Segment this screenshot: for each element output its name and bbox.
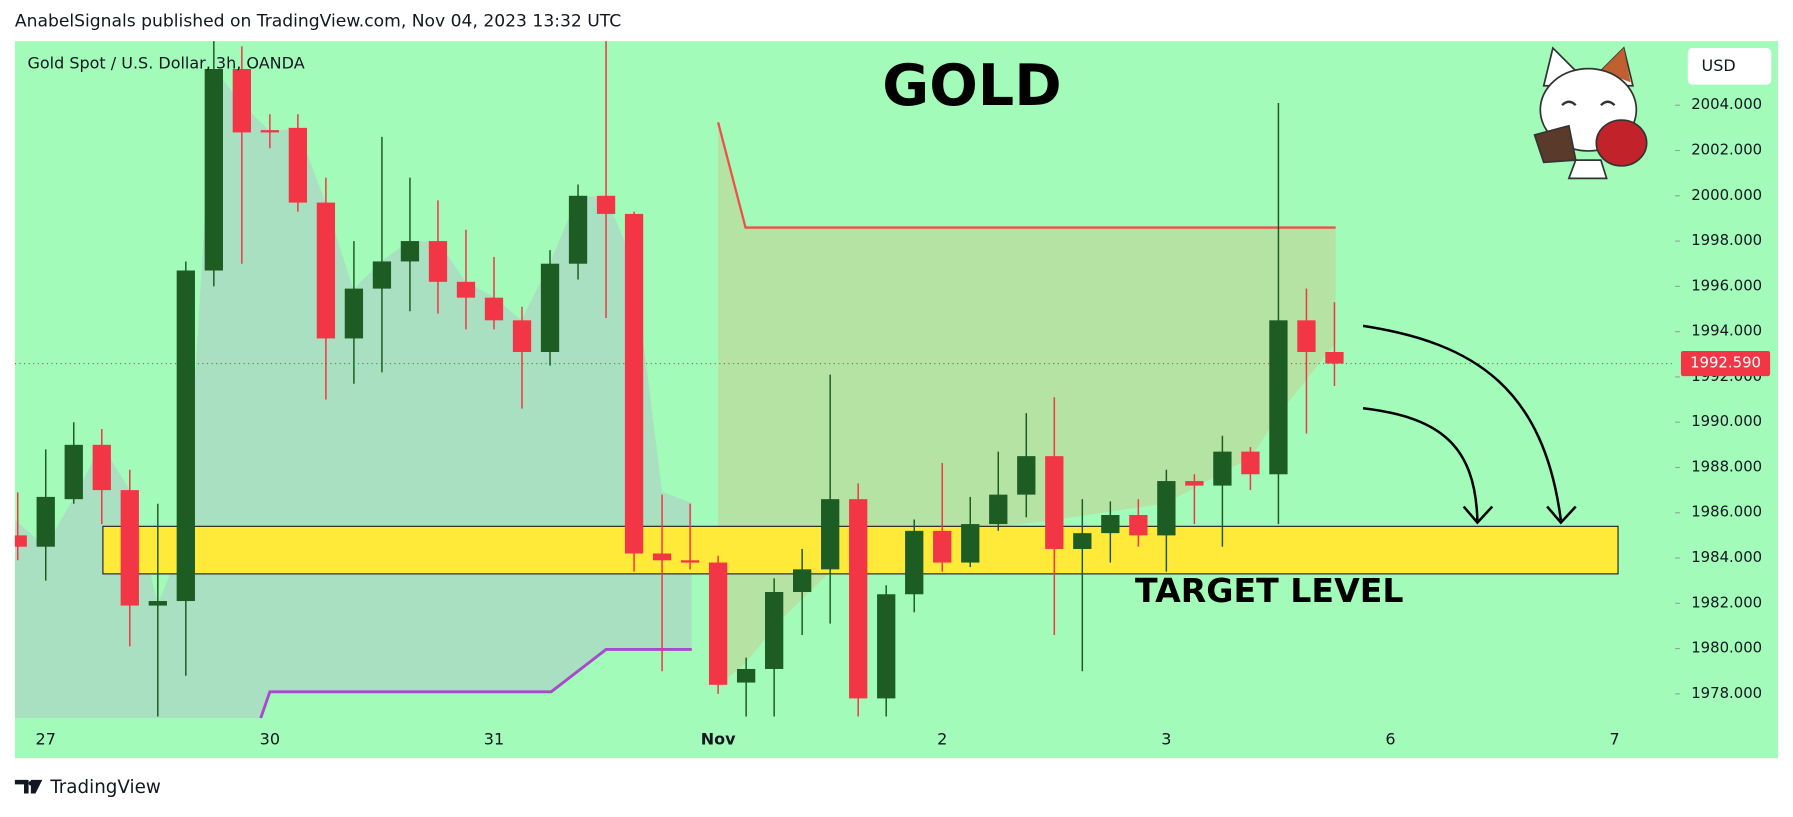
candle-body: [316, 202, 336, 339]
footer-brand: TradingView: [49, 777, 161, 798]
candle-body: [1297, 320, 1316, 353]
candle-body: [1073, 533, 1092, 549]
candle-body: [793, 569, 812, 592]
candle-body: [372, 261, 392, 289]
x-tick-label: 27: [36, 729, 56, 748]
arrow: [1362, 406, 1494, 525]
candle-body: [260, 130, 280, 133]
resistance-line: [717, 122, 1336, 229]
x-tick-label: 6: [1385, 729, 1395, 748]
candle-body: [961, 524, 980, 563]
x-tick-label: 31: [484, 729, 504, 748]
candle-body: [764, 591, 784, 669]
candle-body: [1129, 515, 1148, 536]
annotation: TARGET LEVEL: [1135, 571, 1403, 610]
x-tick-label: 2: [937, 729, 947, 748]
candle-body: [1269, 320, 1288, 475]
brand: [14, 779, 43, 794]
candle-body: [1101, 515, 1120, 534]
axes: 1978.000 1980.000 1982.000 1984.000 1986.000…: [36, 95, 1771, 748]
candle-body: [456, 281, 476, 298]
candle-body: [1017, 456, 1036, 495]
candle-body: [120, 490, 139, 606]
x-tick-label: Nov: [701, 729, 736, 748]
candle-body: [708, 562, 728, 685]
y-tick-label: 2000.000: [1691, 186, 1762, 204]
y-tick-label: 2004.000: [1691, 95, 1762, 113]
candle-body: [1325, 352, 1344, 364]
candle-body: [92, 444, 111, 491]
candle-body: [1045, 456, 1064, 549]
y-tick-label: 1998.000: [1691, 231, 1762, 249]
candle-body: [1241, 451, 1260, 475]
x-tick-label: 3: [1161, 729, 1171, 748]
candle-body: [933, 530, 952, 563]
candle-body: [989, 494, 1008, 525]
candle-body: [1213, 451, 1232, 486]
x-tick-label: 30: [260, 729, 280, 748]
candle-body: [849, 499, 868, 699]
y-tick-label: 1980.000: [1691, 639, 1762, 657]
candle-body: [736, 668, 756, 683]
y-tick-label: 1994.000: [1691, 322, 1762, 340]
y-tick-label: 1996.000: [1691, 276, 1762, 294]
chart-title: GOLD: [882, 53, 1061, 119]
arrow: [1362, 324, 1577, 525]
candle-body: [232, 69, 251, 133]
y-tick-label: 1986.000: [1691, 503, 1762, 521]
currency-box[interactable]: [1687, 48, 1772, 85]
currency-label: USD: [1702, 56, 1736, 75]
last-price-label: 1992.590: [1690, 354, 1761, 372]
candle-body: [14, 535, 27, 547]
last-price-box: [1680, 350, 1771, 377]
y-tick-label: 1988.000: [1691, 457, 1762, 475]
candle-body: [652, 553, 672, 561]
candle-body: [484, 297, 504, 321]
candle-body: [512, 320, 532, 353]
candle-body: [64, 444, 83, 500]
candle-body: [176, 270, 195, 602]
candle-body: [428, 241, 448, 282]
candle-body: [596, 195, 616, 214]
candle-body: [148, 601, 167, 606]
candle-body: [204, 69, 223, 271]
candle-body: [568, 195, 588, 264]
support-line: [259, 648, 692, 719]
symbol-label: Gold Spot / U.S. Dollar, 3h, OANDA: [27, 54, 304, 73]
candle-body: [624, 213, 644, 554]
candle-body: [877, 594, 896, 699]
candle-body: [905, 530, 924, 595]
candle-body: [400, 241, 420, 262]
candles: [14, 41, 1344, 717]
x-tick-label: 7: [1610, 729, 1620, 748]
candle-body: [821, 499, 840, 570]
mascot: [1533, 46, 1648, 180]
candle-body: [36, 496, 55, 547]
candle-body: [1157, 481, 1176, 536]
candle-body: [540, 263, 560, 353]
candle-body: [680, 560, 700, 563]
y-tick-label: 1984.000: [1691, 548, 1762, 566]
candle-body: [1185, 481, 1204, 486]
y-tick-label: 1978.000: [1691, 684, 1762, 702]
y-tick-label: 1990.000: [1691, 412, 1762, 430]
y-tick-label: 2002.000: [1691, 141, 1762, 159]
publish-header: AnabelSignals published on TradingView.c…: [15, 12, 621, 32]
candle-body: [288, 127, 308, 203]
y-tick-label: 1982.000: [1691, 593, 1762, 611]
candle-body: [344, 288, 364, 339]
